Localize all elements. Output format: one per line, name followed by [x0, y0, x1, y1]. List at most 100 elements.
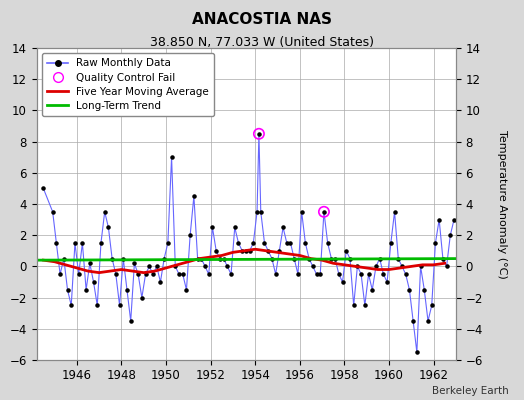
- Point: [156, 279, 165, 285]
- Point: [401, 271, 410, 278]
- Point: [257, 209, 265, 215]
- Point: [208, 224, 216, 230]
- Point: [126, 318, 135, 324]
- Text: Berkeley Earth: Berkeley Earth: [432, 386, 508, 396]
- Text: 38.850 N, 77.033 W (United States): 38.850 N, 77.033 W (United States): [150, 36, 374, 49]
- Point: [413, 349, 421, 356]
- Point: [323, 240, 332, 246]
- Point: [320, 209, 328, 215]
- Point: [255, 130, 263, 137]
- Point: [320, 209, 328, 215]
- Point: [264, 248, 272, 254]
- Point: [163, 240, 172, 246]
- Point: [431, 240, 440, 246]
- Point: [149, 271, 157, 278]
- Point: [175, 271, 183, 278]
- Point: [49, 209, 57, 215]
- Point: [193, 255, 202, 262]
- Point: [130, 260, 139, 266]
- Point: [417, 263, 425, 270]
- Point: [78, 240, 86, 246]
- Point: [255, 130, 263, 137]
- Point: [346, 255, 354, 262]
- Point: [101, 209, 109, 215]
- Point: [171, 263, 180, 270]
- Point: [312, 271, 321, 278]
- Point: [119, 255, 127, 262]
- Point: [364, 271, 373, 278]
- Point: [152, 263, 161, 270]
- Point: [357, 271, 365, 278]
- Point: [179, 271, 187, 278]
- Point: [60, 255, 68, 262]
- Point: [390, 209, 399, 215]
- Point: [350, 302, 358, 309]
- Point: [93, 302, 102, 309]
- Point: [376, 255, 384, 262]
- Point: [186, 232, 194, 238]
- Point: [115, 302, 124, 309]
- Point: [383, 279, 391, 285]
- Point: [271, 271, 280, 278]
- Point: [231, 224, 239, 230]
- Point: [446, 232, 454, 238]
- Point: [275, 248, 283, 254]
- Point: [439, 255, 447, 262]
- Point: [279, 224, 287, 230]
- Point: [353, 263, 362, 270]
- Point: [145, 263, 154, 270]
- Point: [134, 271, 143, 278]
- Point: [74, 271, 83, 278]
- Point: [56, 271, 64, 278]
- Point: [294, 271, 302, 278]
- Point: [335, 271, 343, 278]
- Point: [52, 240, 61, 246]
- Point: [282, 240, 291, 246]
- Point: [420, 286, 429, 293]
- Point: [190, 193, 198, 199]
- Legend: Raw Monthly Data, Quality Control Fail, Five Year Moving Average, Long-Term Tren: Raw Monthly Data, Quality Control Fail, …: [42, 53, 214, 116]
- Point: [309, 263, 317, 270]
- Point: [361, 302, 369, 309]
- Point: [216, 255, 224, 262]
- Point: [90, 279, 98, 285]
- Point: [405, 286, 413, 293]
- Point: [212, 248, 221, 254]
- Point: [141, 271, 150, 278]
- Text: ANACOSTIA NAS: ANACOSTIA NAS: [192, 12, 332, 27]
- Point: [398, 263, 406, 270]
- Point: [182, 286, 191, 293]
- Point: [372, 263, 380, 270]
- Point: [220, 255, 228, 262]
- Point: [104, 224, 113, 230]
- Point: [39, 185, 48, 192]
- Point: [82, 286, 90, 293]
- Point: [379, 271, 388, 278]
- Point: [108, 255, 116, 262]
- Point: [238, 248, 246, 254]
- Y-axis label: Temperature Anomaly (°C): Temperature Anomaly (°C): [497, 130, 507, 278]
- Point: [71, 240, 79, 246]
- Point: [242, 248, 250, 254]
- Point: [298, 209, 306, 215]
- Title: ANACOSTIA NAS: ANACOSTIA NAS: [0, 399, 1, 400]
- Point: [253, 209, 261, 215]
- Point: [227, 271, 235, 278]
- Point: [85, 260, 94, 266]
- Point: [123, 286, 131, 293]
- Point: [331, 255, 339, 262]
- Point: [305, 255, 313, 262]
- Point: [260, 240, 269, 246]
- Point: [327, 255, 335, 262]
- Point: [223, 263, 232, 270]
- Point: [201, 263, 209, 270]
- Point: [286, 240, 294, 246]
- Point: [442, 263, 451, 270]
- Point: [394, 255, 402, 262]
- Point: [316, 271, 324, 278]
- Point: [428, 302, 436, 309]
- Point: [342, 248, 351, 254]
- Point: [234, 240, 243, 246]
- Point: [138, 294, 146, 301]
- Point: [268, 255, 276, 262]
